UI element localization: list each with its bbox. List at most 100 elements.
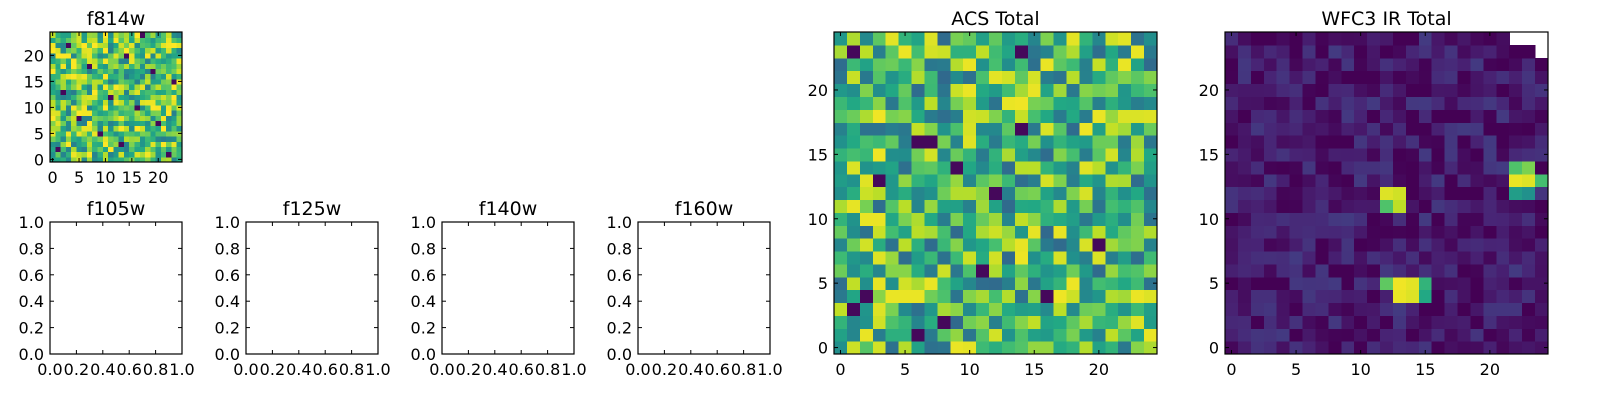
heatmap-cell xyxy=(885,250,900,265)
heatmap-cell xyxy=(1105,57,1119,72)
heatmap-cell xyxy=(171,136,178,142)
heatmap-cell xyxy=(1079,212,1093,226)
heatmap-cell xyxy=(1535,302,1549,316)
heatmap-cell xyxy=(1392,122,1407,136)
heatmap-cell xyxy=(1341,341,1355,355)
heatmap-cell xyxy=(1225,186,1239,201)
heatmap-cell xyxy=(1392,212,1407,226)
heatmap-cell xyxy=(60,125,67,132)
heatmap-cell xyxy=(1457,70,1472,85)
heatmap-cell xyxy=(963,315,977,329)
heatmap-cell xyxy=(1225,44,1239,59)
heatmap-cell xyxy=(950,83,964,97)
heatmap-cell xyxy=(1053,57,1068,72)
heatmap-cell xyxy=(1380,328,1394,342)
heatmap-cell xyxy=(911,70,926,85)
heatmap-cell xyxy=(1509,44,1523,59)
heatmap-cell xyxy=(1263,173,1278,188)
heatmap-cell xyxy=(1040,44,1055,59)
heatmap-cell xyxy=(1053,70,1068,85)
heatmap-cell xyxy=(92,146,99,153)
heatmap-cell xyxy=(898,250,913,265)
heatmap-cell xyxy=(81,94,88,101)
heatmap-cell xyxy=(1509,341,1523,355)
heatmap-cell xyxy=(81,78,88,85)
heatmap-cell xyxy=(1225,122,1239,136)
heatmap-cell xyxy=(1380,186,1394,201)
heatmap-cell xyxy=(1250,263,1265,278)
heatmap-cell xyxy=(129,120,136,127)
heatmap-cell xyxy=(118,37,125,43)
heatmap-cell xyxy=(976,122,990,136)
heatmap-cell xyxy=(76,42,83,49)
heatmap-cell xyxy=(1131,96,1145,110)
heatmap-cell xyxy=(55,110,62,116)
heatmap-cell xyxy=(1066,122,1081,136)
heatmap-cell xyxy=(1066,173,1081,188)
heatmap-cell xyxy=(1105,109,1119,123)
heatmap-cell xyxy=(134,73,141,80)
heatmap-cell xyxy=(1001,328,1016,342)
y-tick-label: 5 xyxy=(818,274,828,293)
heatmap-cell xyxy=(60,120,67,127)
x-tick-label: 20 xyxy=(148,168,168,187)
heatmap-cell xyxy=(65,37,72,43)
heatmap-cell xyxy=(1237,328,1252,342)
heatmap-cell xyxy=(55,156,62,163)
heatmap-cell xyxy=(1001,70,1016,85)
heatmap-cell xyxy=(139,89,146,95)
heatmap-cell xyxy=(1027,83,1042,97)
heatmap-cell xyxy=(60,141,67,147)
heatmap-cell xyxy=(97,58,104,64)
heatmap-cell xyxy=(1328,173,1342,188)
heatmap-cell xyxy=(1040,147,1055,162)
heatmap-cell xyxy=(71,89,77,95)
heatmap-cell xyxy=(1470,96,1484,110)
heatmap-cell xyxy=(97,156,104,163)
heatmap-cell xyxy=(1250,83,1265,97)
heatmap-cell xyxy=(50,89,56,95)
heatmap-cell xyxy=(872,276,887,291)
heatmap-cell xyxy=(1328,225,1342,239)
heatmap-cell xyxy=(108,47,114,54)
heatmap-cell xyxy=(976,109,990,123)
heatmap-cell xyxy=(123,146,130,153)
heatmap-cell xyxy=(166,73,173,80)
heatmap-cell xyxy=(1367,70,1381,85)
heatmap-cell xyxy=(86,94,93,101)
heatmap-cell xyxy=(924,315,938,329)
heatmap-cell xyxy=(963,199,977,213)
heatmap-cell xyxy=(1302,32,1317,46)
heatmap-cell xyxy=(160,151,167,158)
heatmap-cell xyxy=(1118,122,1132,136)
heatmap-cell xyxy=(898,238,913,252)
heatmap-cell xyxy=(885,302,900,316)
heatmap-cell xyxy=(1444,70,1459,85)
heatmap-cell xyxy=(1315,315,1329,329)
heatmap-cell xyxy=(1535,250,1549,265)
heatmap-cell xyxy=(118,58,125,64)
heatmap-cell xyxy=(1027,263,1042,278)
heatmap-cell xyxy=(55,78,62,85)
heatmap-cell xyxy=(846,263,861,278)
heatmap-cell xyxy=(102,151,109,158)
heatmap-cell xyxy=(1315,135,1329,149)
heatmap-cell xyxy=(1418,341,1433,355)
y-tick-label: 1.0 xyxy=(19,213,44,232)
heatmap-cell xyxy=(86,115,93,121)
heatmap-cell xyxy=(113,151,120,158)
heatmap-cell xyxy=(97,110,104,116)
heatmap-cell xyxy=(1053,302,1068,316)
y-tick-label: 5 xyxy=(34,124,44,143)
heatmap-cell xyxy=(50,37,56,43)
heatmap-cell xyxy=(1118,276,1132,291)
heatmap-cell xyxy=(1001,315,1016,329)
heatmap-cell xyxy=(1263,83,1278,97)
heatmap-cell xyxy=(50,110,56,116)
heatmap-cell xyxy=(102,78,109,85)
heatmap-cell xyxy=(118,78,125,85)
heatmap-cell xyxy=(1444,328,1459,342)
heatmap-cell xyxy=(1040,32,1055,46)
heatmap-cell xyxy=(1092,328,1106,342)
heatmap-cell xyxy=(1131,302,1145,316)
